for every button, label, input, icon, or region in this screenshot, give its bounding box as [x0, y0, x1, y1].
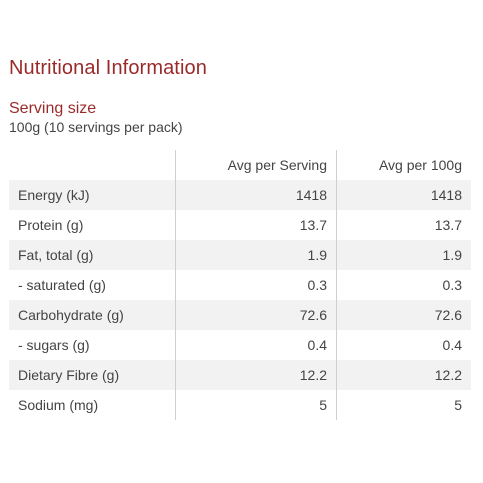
table-row: - sugars (g) 0.4 0.4 [9, 330, 471, 360]
value-per-serving: 0.3 [175, 270, 337, 300]
header-avg-per-serving: Avg per Serving [175, 150, 337, 180]
serving-size-value: 100g (10 servings per pack) [9, 119, 183, 135]
table-row: Sodium (mg) 5 5 [9, 390, 471, 420]
table-row: Carbohydrate (g) 72.6 72.6 [9, 300, 471, 330]
value-per-100g: 5 [336, 390, 471, 420]
value-per-100g: 1418 [336, 180, 471, 210]
nutrient-name: Sodium (mg) [18, 397, 99, 413]
table-body: Energy (kJ) 1418 1418 Protein (g) 13.7 1… [9, 180, 471, 420]
value-per-100g: 0.3 [336, 270, 471, 300]
header-row: Avg per Serving Avg per 100g [9, 150, 471, 180]
value-per-serving: 13.7 [175, 210, 337, 240]
table-row: Dietary Fibre (g) 12.2 12.2 [9, 360, 471, 390]
serving-size-label: Serving size [9, 100, 97, 117]
value-per-serving: 72.6 [175, 300, 337, 330]
value-per-serving: 5 [175, 390, 337, 420]
nutrient-name: Fat, total (g) [9, 240, 176, 270]
table-row: - saturated (g) 0.3 0.3 [9, 270, 471, 300]
value-per-serving: 1418 [175, 180, 337, 210]
nutrient-name: Dietary Fibre (g) [9, 360, 176, 390]
nutrient-name: - saturated (g) [18, 277, 106, 293]
header-avg-per-100g: Avg per 100g [336, 150, 471, 180]
nutrient-name: - sugars (g) [18, 337, 90, 353]
nutrient-name: Protein (g) [18, 217, 84, 233]
page-title: Nutritional Information [9, 57, 207, 79]
nutrient-name: Energy (kJ) [9, 180, 176, 210]
value-per-serving: 12.2 [175, 360, 337, 390]
nutrition-table: Avg per Serving Avg per 100g Energy (kJ)… [9, 150, 471, 420]
header-nutrient [9, 150, 176, 180]
value-per-100g: 12.2 [336, 360, 471, 390]
nutrient-name: Carbohydrate (g) [9, 300, 176, 330]
value-per-serving: 1.9 [175, 240, 337, 270]
value-per-100g: 72.6 [336, 300, 471, 330]
value-per-100g: 0.4 [336, 330, 471, 360]
table-header: Avg per Serving Avg per 100g [9, 150, 471, 180]
value-per-100g: 13.7 [336, 210, 471, 240]
value-per-serving: 0.4 [175, 330, 337, 360]
value-per-100g: 1.9 [336, 240, 471, 270]
table-row: Protein (g) 13.7 13.7 [9, 210, 471, 240]
table-row: Fat, total (g) 1.9 1.9 [9, 240, 471, 270]
table-row: Energy (kJ) 1418 1418 [9, 180, 471, 210]
